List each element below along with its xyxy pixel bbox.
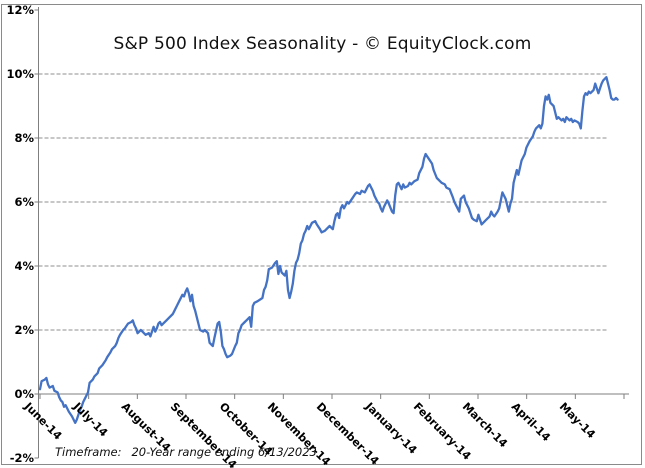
y-tick-label: 10% (6, 67, 34, 81)
timeframe-note: Timeframe: 20-Year range ending 6/13/2023 (55, 445, 317, 459)
y-tick-label: 8% (14, 131, 34, 145)
timeframe-label: Timeframe: (55, 445, 122, 459)
y-tick-label: 2% (14, 323, 34, 337)
timeframe-text: 20-Year range ending 6/13/2023 (131, 445, 317, 459)
y-tick-label: 6% (14, 195, 34, 209)
page-title: S&P 500 Index Seasonality - © EquityCloc… (113, 34, 532, 54)
seasonality-line-series (38, 76, 619, 424)
y-tick-label: 12% (6, 3, 34, 17)
y-tick-label: -2% (9, 451, 34, 465)
y-tick-label: 0% (14, 387, 34, 401)
y-tick-label: 4% (14, 259, 34, 273)
